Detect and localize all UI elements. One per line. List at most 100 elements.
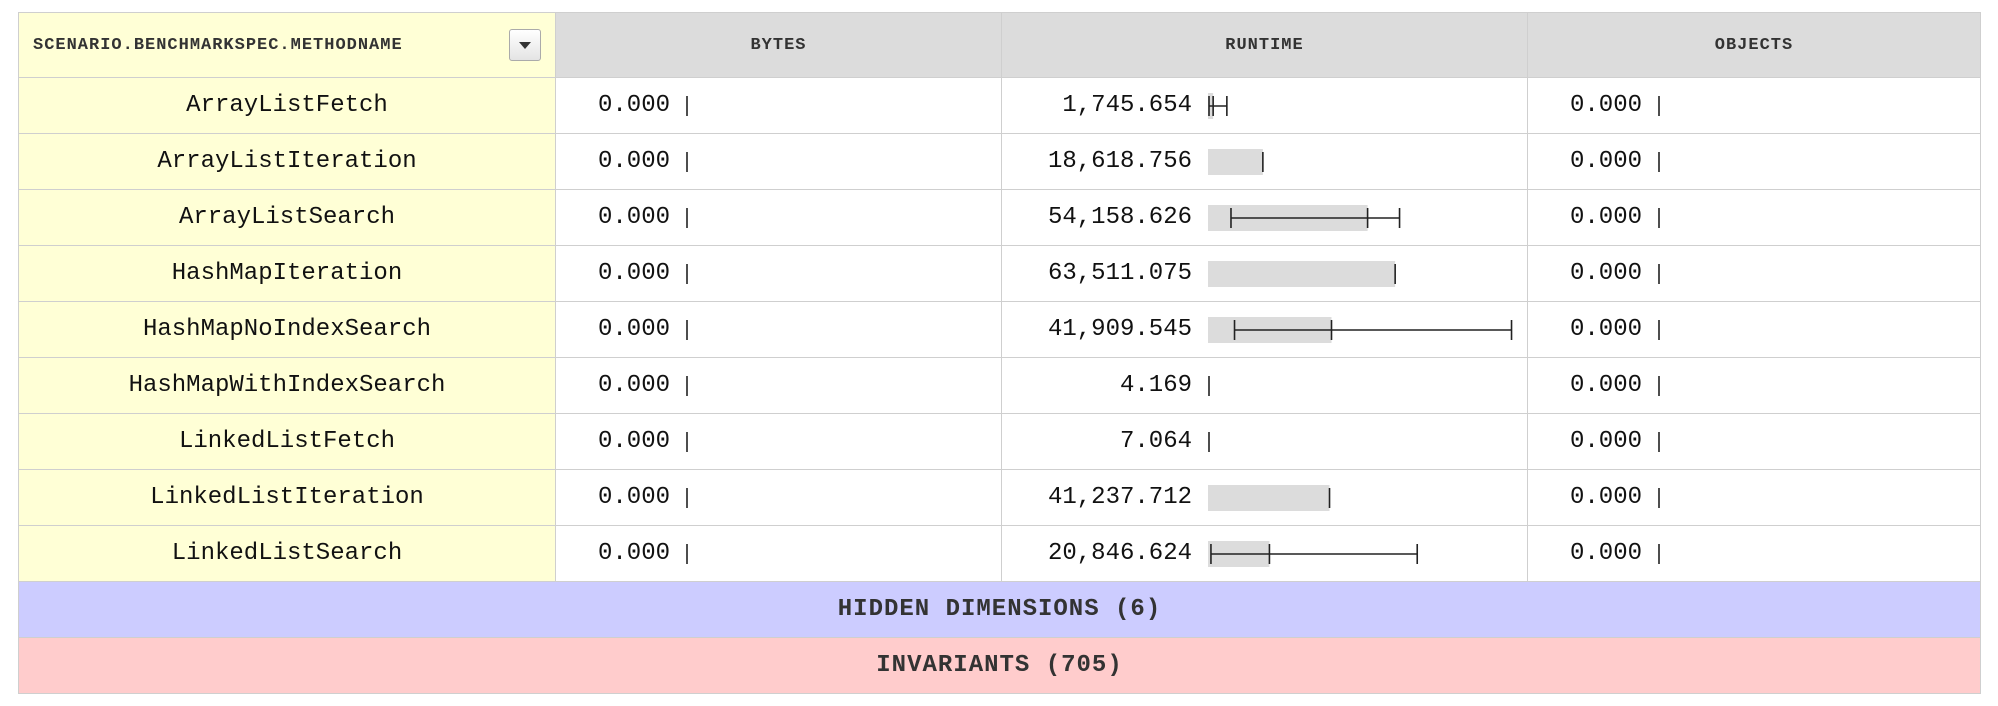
runtime-cell: 1,745.654 — [1001, 77, 1528, 134]
bytes-cell-content: 0.000 — [556, 358, 1001, 413]
table-row: LinkedListSearch 0.000 20,846.624 0.000 — [18, 525, 1981, 582]
objects-bar-chart — [1658, 263, 1660, 284]
objects-cell-content: 0.000 — [1528, 526, 1980, 581]
runtime-cell: 20,846.624 — [1001, 525, 1528, 582]
hidden-dimensions-row[interactable]: HIDDEN DIMENSIONS (6) — [18, 581, 1981, 638]
objects-cell-content: 0.000 — [1528, 134, 1980, 189]
runtime-bar-chart — [1208, 204, 1401, 231]
runtime-bar — [1208, 260, 1396, 287]
objects-value: 0.000 — [1569, 428, 1642, 455]
runtime-bar-chart — [1208, 372, 1210, 399]
runtime-bar — [1208, 484, 1330, 511]
runtime-value: 54,158.626 — [1047, 204, 1192, 231]
hidden-dimensions-label[interactable]: HIDDEN DIMENSIONS (6) — [18, 581, 1981, 638]
objects-cell: 0.000 — [1527, 413, 1981, 470]
chevron-down-icon — [519, 41, 531, 49]
runtime-value: 20,846.624 — [1047, 540, 1192, 567]
objects-cell: 0.000 — [1527, 77, 1981, 134]
bytes-bar-chart — [686, 151, 688, 172]
objects-bar-chart — [1658, 543, 1660, 564]
bytes-cell: 0.000 — [555, 245, 1002, 302]
bytes-cell: 0.000 — [555, 301, 1002, 358]
table-row: LinkedListIteration 0.000 41,237.712 0.000 — [18, 469, 1981, 526]
bytes-cell: 0.000 — [555, 77, 1002, 134]
bytes-cell-content: 0.000 — [556, 190, 1001, 245]
bytes-bar-chart — [686, 95, 688, 116]
objects-cell: 0.000 — [1527, 301, 1981, 358]
bytes-value: 0.000 — [597, 204, 670, 231]
invariants-row[interactable]: INVARIANTS (705) — [18, 637, 1981, 694]
bytes-cell: 0.000 — [555, 357, 1002, 414]
objects-cell: 0.000 — [1527, 133, 1981, 190]
runtime-value: 1,745.654 — [1062, 92, 1192, 119]
bytes-cell: 0.000 — [555, 133, 1002, 190]
objects-value: 0.000 — [1569, 260, 1642, 287]
objects-cell-content: 0.000 — [1528, 470, 1980, 525]
objects-bar-chart — [1658, 207, 1660, 228]
objects-cell-content: 0.000 — [1528, 302, 1980, 357]
runtime-cell: 54,158.626 — [1001, 189, 1528, 246]
runtime-bar — [1208, 148, 1263, 175]
bytes-bar-chart — [686, 543, 688, 564]
objects-cell-content: 0.000 — [1528, 414, 1980, 469]
table-row: HashMapIteration 0.000 63,511.075 0.000 — [18, 245, 1981, 302]
invariants-label[interactable]: INVARIANTS (705) — [18, 637, 1981, 694]
results-body: ArrayListFetch 0.000 1,745.654 0.000 ArrayLi… — [18, 77, 1981, 582]
bytes-cell: 0.000 — [555, 189, 1002, 246]
bytes-cell-content: 0.000 — [556, 246, 1001, 301]
objects-value: 0.000 — [1569, 316, 1642, 343]
runtime-cell-content: 18,618.756 — [1002, 134, 1527, 189]
bytes-value: 0.000 — [597, 484, 670, 511]
runtime-cell-content: 7.064 — [1002, 414, 1527, 469]
objects-cell-content: 0.000 — [1528, 358, 1980, 413]
runtime-bar-chart — [1208, 260, 1396, 287]
table-row: HashMapNoIndexSearch 0.000 41,909.545 0.000 — [18, 301, 1981, 358]
bytes-cell-content: 0.000 — [556, 302, 1001, 357]
runtime-cell-content: 41,909.545 — [1002, 302, 1527, 357]
dimension-header-label: SCENARIO.BENCHMARKSPEC.METHODNAME — [33, 35, 403, 55]
objects-cell: 0.000 — [1527, 525, 1981, 582]
bytes-value: 0.000 — [597, 372, 670, 399]
objects-cell-content: 0.000 — [1528, 78, 1980, 133]
runtime-cell: 18,618.756 — [1001, 133, 1528, 190]
dimension-header[interactable]: SCENARIO.BENCHMARKSPEC.METHODNAME — [18, 12, 556, 78]
column-header-runtime[interactable]: RUNTIME — [1001, 12, 1528, 78]
bytes-bar-chart — [686, 263, 688, 284]
runtime-bar-chart — [1208, 148, 1264, 175]
runtime-cell-content: 54,158.626 — [1002, 190, 1527, 245]
runtime-cell-content: 63,511.075 — [1002, 246, 1527, 301]
objects-cell: 0.000 — [1527, 357, 1981, 414]
objects-cell: 0.000 — [1527, 469, 1981, 526]
dimension-dropdown-button[interactable] — [509, 29, 541, 61]
method-name: ArrayListFetch — [18, 77, 556, 134]
bytes-bar-chart — [686, 375, 688, 396]
method-name: LinkedListIteration — [18, 469, 556, 526]
column-header-objects[interactable]: OBJECTS — [1527, 12, 1981, 78]
runtime-bar-chart — [1208, 484, 1331, 511]
runtime-cell-content: 41,237.712 — [1002, 470, 1527, 525]
runtime-cell: 4.169 — [1001, 357, 1528, 414]
runtime-bar-chart — [1208, 92, 1228, 119]
objects-bar-chart — [1658, 487, 1660, 508]
table-row: ArrayListIteration 0.000 18,618.756 0.000 — [18, 133, 1981, 190]
runtime-value: 18,618.756 — [1047, 148, 1192, 175]
objects-cell: 0.000 — [1527, 245, 1981, 302]
bytes-cell: 0.000 — [555, 413, 1002, 470]
bytes-bar-chart — [686, 319, 688, 340]
bytes-value: 0.000 — [597, 540, 670, 567]
bytes-bar-chart — [686, 431, 688, 452]
bytes-cell: 0.000 — [555, 525, 1002, 582]
objects-cell-content: 0.000 — [1528, 246, 1980, 301]
bytes-cell-content: 0.000 — [556, 526, 1001, 581]
runtime-cell: 63,511.075 — [1001, 245, 1528, 302]
table-row: LinkedListFetch 0.000 7.064 0.000 — [18, 413, 1981, 470]
method-name: HashMapIteration — [18, 245, 556, 302]
objects-bar-chart — [1658, 375, 1660, 396]
table-row: ArrayListFetch 0.000 1,745.654 0.000 — [18, 77, 1981, 134]
runtime-cell-content: 4.169 — [1002, 358, 1527, 413]
objects-value: 0.000 — [1569, 372, 1642, 399]
column-header-bytes[interactable]: BYTES — [555, 12, 1002, 78]
bytes-value: 0.000 — [597, 92, 670, 119]
method-name: LinkedListSearch — [18, 525, 556, 582]
runtime-value: 41,237.712 — [1047, 484, 1192, 511]
